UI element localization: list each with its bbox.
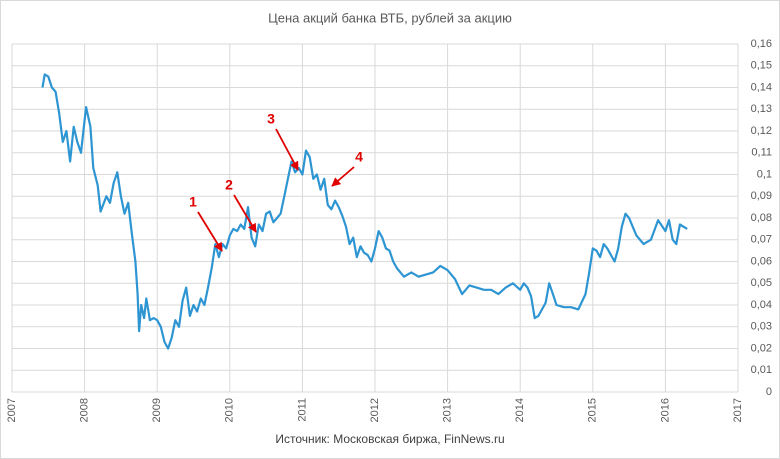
annotation-arrow (331, 166, 355, 187)
annotation-label: 1 (189, 194, 197, 210)
x-tick-label: 2016 (659, 398, 671, 422)
annotation-label: 3 (267, 111, 275, 127)
price-line (41, 73, 688, 350)
x-tick-label: 2013 (442, 398, 454, 422)
y-tick-label: 0,08 (751, 212, 772, 224)
x-tick-label: 2014 (514, 398, 526, 422)
y-tick-label: 0,03 (751, 321, 772, 333)
x-tick-label: 2015 (587, 398, 599, 422)
annotation-label: 2 (225, 177, 233, 193)
x-tick-label: 2011 (296, 398, 308, 422)
y-tick-label: 0,13 (751, 103, 772, 115)
x-tick-label: 2017 (732, 398, 744, 422)
x-tick-label: 2008 (79, 398, 91, 422)
y-tick-label: 0,07 (751, 234, 772, 246)
y-tick-label: 0,06 (751, 255, 772, 267)
x-tick-label: 2007 (6, 398, 18, 422)
chart-title: Цена акций банка ВТБ, рублей за акцию (268, 10, 512, 25)
x-tick-label: 2010 (224, 398, 236, 422)
annotation-arrow (233, 194, 257, 233)
source-note: Источник: Московская биржа, FinNews.ru (275, 432, 504, 446)
annotation-arrow (275, 128, 299, 171)
y-tick-label: 0,1 (757, 168, 772, 180)
y-tick-label: 0,05 (751, 277, 772, 289)
y-tick-label: 0,09 (751, 190, 772, 202)
y-tick-label: 0,02 (751, 342, 772, 354)
x-tick-label: 2009 (151, 398, 163, 422)
y-tick-label: 0,01 (751, 364, 772, 376)
y-tick-label: 0,11 (751, 147, 772, 159)
x-tick-label: 2012 (369, 398, 381, 422)
y-tick-label: 0,15 (751, 60, 772, 72)
y-tick-label: 0,04 (751, 299, 772, 311)
annotation-arrow (197, 211, 223, 252)
y-tick-label: 0,16 (751, 38, 772, 50)
y-tick-label: 0,14 (751, 81, 772, 93)
y-tick-label: 0 (766, 386, 772, 398)
y-tick-label: 0,12 (751, 125, 772, 137)
annotation-label: 4 (355, 149, 363, 165)
